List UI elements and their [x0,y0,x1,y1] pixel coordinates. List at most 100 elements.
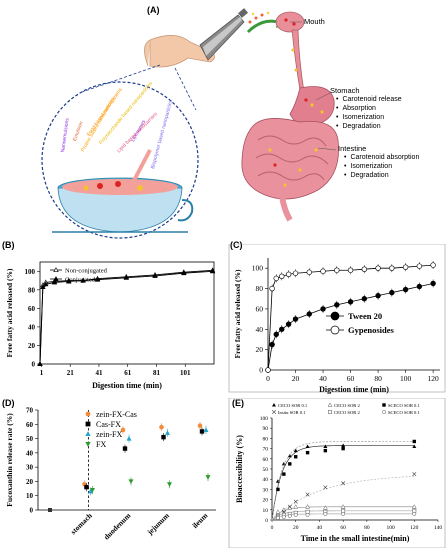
mouth-label: Mouth [304,17,325,26]
panel-a-label: (A) [147,5,160,15]
data-point [287,453,292,458]
y-tick-label: 20 [28,342,36,350]
data-point [269,285,275,292]
y-tick-label: 100 [260,416,269,422]
legend-label: SCECO SOR 0.1 [388,403,420,408]
x-axis-label: Digestion time (min) [92,381,162,390]
x-tick-label: 60 [347,374,355,383]
data-point [269,341,275,348]
data-point [323,485,328,490]
data-point [273,275,279,282]
data-point [276,487,280,492]
data-point [292,316,299,322]
stomach-item: Absorption [336,104,402,113]
data-point [340,504,346,509]
data-point [281,514,286,519]
data-point [167,482,172,487]
data-point [205,475,211,480]
y-tick-label: 80 [263,436,269,442]
legend-marker [53,267,59,273]
x-tick-label: 80 [374,374,382,383]
data-point [305,512,310,517]
data-point [306,311,312,317]
data-point [306,269,312,275]
data-point [123,274,129,280]
legend-label: Conjugated [65,277,96,284]
data-point [341,511,346,516]
panel-border [228,244,446,393]
x-tick-label: duodenum [102,511,133,542]
legend-label: Insitu SOR 0.1 [278,410,306,415]
intestine-block: Intestine Carotenoid absorption Isomeriz… [338,144,419,180]
legend-label: FX [96,440,106,449]
data-point [323,511,328,516]
y-tick-label: 30 [263,487,269,493]
y-tick-label: 80 [28,286,36,294]
data-point [375,292,381,299]
chart-c: 0 20 40 60 80 100 0 20 40 60 80 100 120 Digestion tim… [228,244,446,394]
legend-marker [85,411,91,417]
data-point [275,516,280,520]
y-tick-label: 70 [26,407,34,415]
legend-label: Cas-FX [96,420,121,429]
y-tick-label: 50 [263,467,269,473]
data-point [152,272,158,278]
intestine-item: Degradation [344,171,419,180]
y-tick-label: 0 [30,507,34,515]
legend-label: zein-FX [96,430,122,439]
y-tick-label: 30 [26,464,34,472]
y-tick-label: 10 [263,508,269,514]
x-tick-label: 81 [153,369,161,377]
y-tick-label: 40 [256,325,264,334]
panel-e-label: (E) [232,398,244,408]
intestine-list: Carotenoid absorption Isomerization Degr… [344,153,419,180]
legend-label: CECO SOR 2 [334,403,360,408]
data-point [181,270,187,276]
data-point [285,321,292,327]
x-axis-label: Digestion time (min) [319,385,389,394]
y-tick-label: 90 [263,426,269,432]
data-point [37,361,43,366]
digestive-tract [241,11,339,222]
x-tick-label: 1 [40,369,44,377]
y-tick-label: 40 [263,477,269,483]
stomach-item: Carotenoid release [336,95,401,104]
data-point [412,439,416,444]
x-tick-label: 100 [400,374,412,383]
chart-d: 0 10 20 30 40 50 60 70 Fucoxanthin release rate … [5,407,216,542]
data-point [285,271,292,277]
data-point [273,331,279,338]
y-tick-label: 60 [28,305,36,313]
series-line [267,283,434,371]
data-point [159,424,164,430]
data-point [293,512,298,517]
x-tick-label: 140 [434,525,443,531]
spray-particles [248,11,270,24]
x-tick-label: 0 [271,525,274,531]
data-point [341,443,346,448]
x-tick-label: 120 [410,525,419,531]
y-axis-label: Bioaccessibility (%) [235,435,244,503]
spray-can-icon [199,8,248,61]
y-tick-label: 50 [26,435,34,443]
x-tick-label: 20 [293,525,299,531]
legend-label: Tween 20 [348,311,382,321]
panel-border [228,398,446,548]
data-point [305,450,310,455]
data-point [292,270,299,276]
data-point [209,268,216,274]
legend-marker [271,409,277,415]
data-point [305,492,310,497]
data-point [430,280,436,287]
intestine-item: Isomerization [344,162,419,171]
data-point [361,266,368,272]
data-point [66,278,72,284]
data-point [320,268,326,274]
data-point [402,286,409,293]
stomach-list: Carotenoid release Absorption Isomerizat… [336,95,402,131]
y-tick-label: 60 [263,457,269,463]
data-point [40,284,46,290]
data-point [416,263,423,269]
data-point [341,446,345,451]
y-tick-label: 20 [26,478,34,486]
